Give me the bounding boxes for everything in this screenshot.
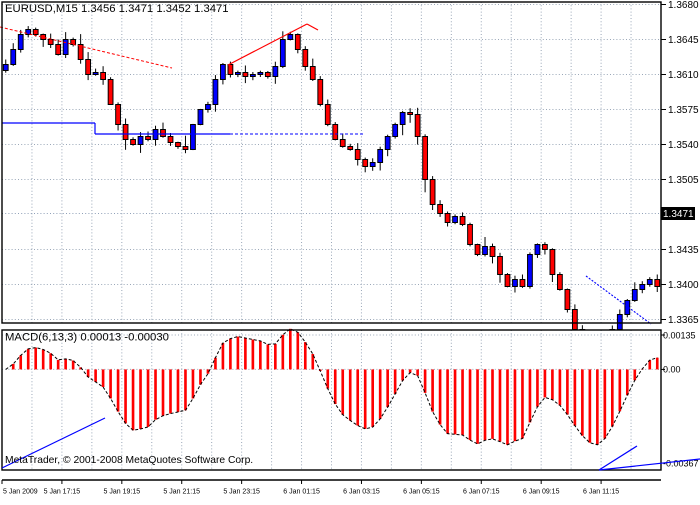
svg-text:6 Jan 09:15: 6 Jan 09:15 [523, 489, 560, 496]
svg-text:1.3645: 1.3645 [668, 35, 699, 46]
svg-text:1.3365: 1.3365 [668, 315, 699, 326]
svg-text:1.3505: 1.3505 [668, 175, 699, 186]
svg-text:1.3610: 1.3610 [668, 70, 699, 81]
svg-text:5 Jan 17:15: 5 Jan 17:15 [44, 489, 81, 496]
svg-text:6 Jan 07:15: 6 Jan 07:15 [463, 489, 500, 496]
svg-text:1.3680: 1.3680 [668, 0, 699, 11]
svg-text:5 Jan 2009: 5 Jan 2009 [3, 489, 38, 496]
svg-text:5 Jan 21:15: 5 Jan 21:15 [163, 489, 200, 496]
svg-text:6 Jan 05:15: 6 Jan 05:15 [403, 489, 440, 496]
svg-text:1.3400: 1.3400 [668, 280, 699, 291]
svg-text:MetaTrader, © 2001-2008 MetaQu: MetaTrader, © 2001-2008 MetaQuotes Softw… [5, 455, 253, 466]
svg-text:1.3435: 1.3435 [668, 245, 699, 256]
svg-text:0.00135: 0.00135 [663, 330, 696, 340]
svg-text:0.00: 0.00 [663, 365, 681, 375]
svg-text:MACD(6,13,3) 0.00013 -0.00030: MACD(6,13,3) 0.00013 -0.00030 [5, 332, 169, 344]
svg-text:EURUSD,M15 1.3456 1.3471 1.34: EURUSD,M15 1.3456 1.3471 1.3452 1.3471 [5, 3, 229, 15]
svg-text:1.3575: 1.3575 [668, 105, 699, 116]
svg-text:1.3540: 1.3540 [668, 140, 699, 151]
svg-text:5 Jan 23:15: 5 Jan 23:15 [223, 489, 260, 496]
svg-text:5 Jan 19:15: 5 Jan 19:15 [104, 489, 141, 496]
svg-text:6 Jan 11:15: 6 Jan 11:15 [583, 489, 619, 496]
svg-text:6 Jan 01:15: 6 Jan 01:15 [283, 489, 320, 496]
svg-text:1.3471: 1.3471 [663, 209, 694, 220]
svg-text:6 Jan 03:15: 6 Jan 03:15 [343, 489, 380, 496]
